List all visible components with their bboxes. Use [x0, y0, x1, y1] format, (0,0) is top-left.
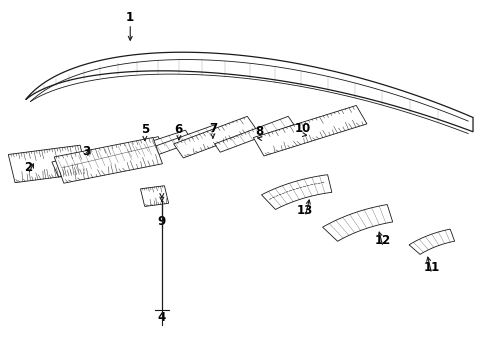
Text: 6: 6 — [174, 123, 183, 136]
Polygon shape — [140, 186, 168, 206]
Text: 8: 8 — [254, 125, 263, 138]
Text: 11: 11 — [423, 261, 439, 274]
Polygon shape — [26, 52, 472, 132]
Polygon shape — [8, 145, 87, 183]
Polygon shape — [148, 125, 219, 156]
Text: 4: 4 — [158, 311, 165, 324]
Text: 10: 10 — [294, 122, 310, 135]
Polygon shape — [322, 204, 392, 241]
Text: 1: 1 — [126, 11, 134, 24]
Text: 3: 3 — [82, 145, 90, 158]
Polygon shape — [214, 116, 293, 152]
Text: 12: 12 — [374, 234, 390, 247]
Text: 2: 2 — [24, 161, 32, 174]
Polygon shape — [173, 116, 257, 158]
Text: 7: 7 — [208, 122, 217, 135]
Polygon shape — [119, 130, 190, 160]
Polygon shape — [54, 138, 162, 183]
Polygon shape — [253, 105, 366, 156]
Text: 9: 9 — [158, 215, 165, 228]
Polygon shape — [261, 175, 331, 210]
Text: 13: 13 — [297, 204, 313, 217]
Polygon shape — [52, 136, 164, 177]
Text: 5: 5 — [141, 123, 149, 136]
Polygon shape — [408, 229, 454, 255]
